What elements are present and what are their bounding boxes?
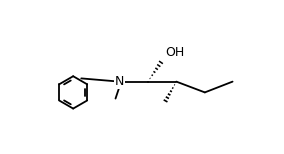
Text: N: N bbox=[115, 75, 124, 88]
Text: OH: OH bbox=[165, 46, 184, 59]
